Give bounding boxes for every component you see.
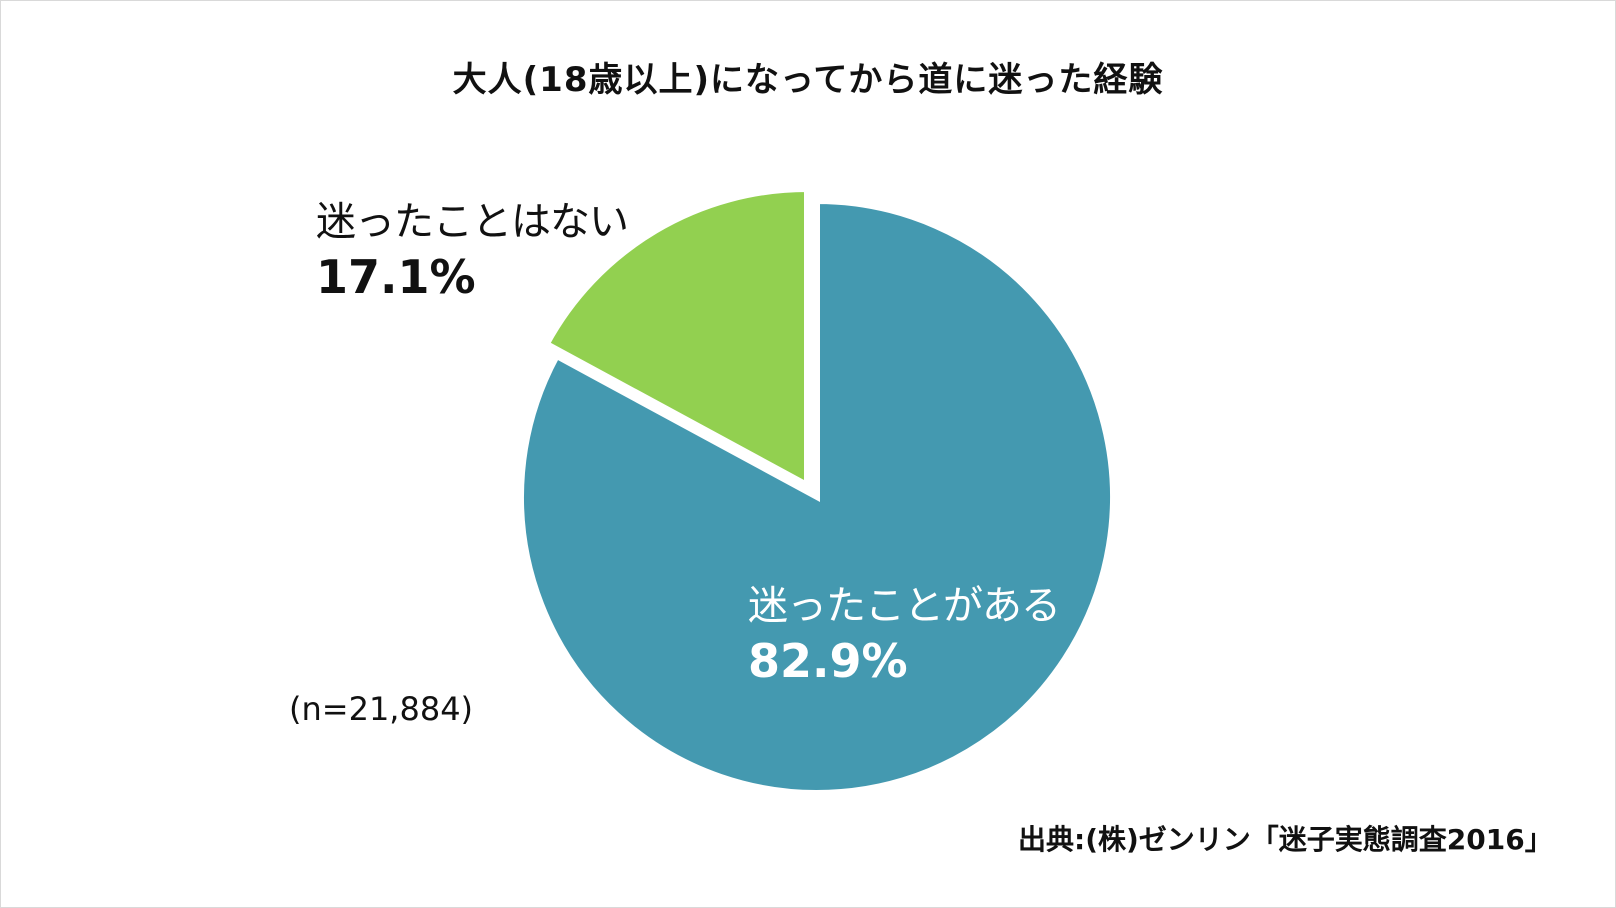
- sample-size-note: (n=21,884): [289, 690, 474, 728]
- slice-value-never-lost-way: 17.1%: [316, 250, 476, 304]
- slice-name-never-lost-way: 迷ったことはない: [316, 199, 629, 245]
- pie-slice-have-lost-way: [518, 197, 1116, 796]
- pie-slice-never-lost-way: [542, 185, 810, 491]
- chart-title: 大人(18歳以上)になってから道に迷った経験: [452, 60, 1164, 100]
- slice-label-have-lost-way: 迷ったことがある 82.9%: [748, 582, 1061, 689]
- slice-name-have-lost-way: 迷ったことがある: [748, 583, 1061, 629]
- slice-value-have-lost-way: 82.9%: [748, 634, 908, 688]
- slice-label-never-lost-way: 迷ったことはない 17.1%: [316, 198, 629, 305]
- source-credit: 出典:(株)ゼンリン「迷子実態調査2016」: [1018, 823, 1553, 856]
